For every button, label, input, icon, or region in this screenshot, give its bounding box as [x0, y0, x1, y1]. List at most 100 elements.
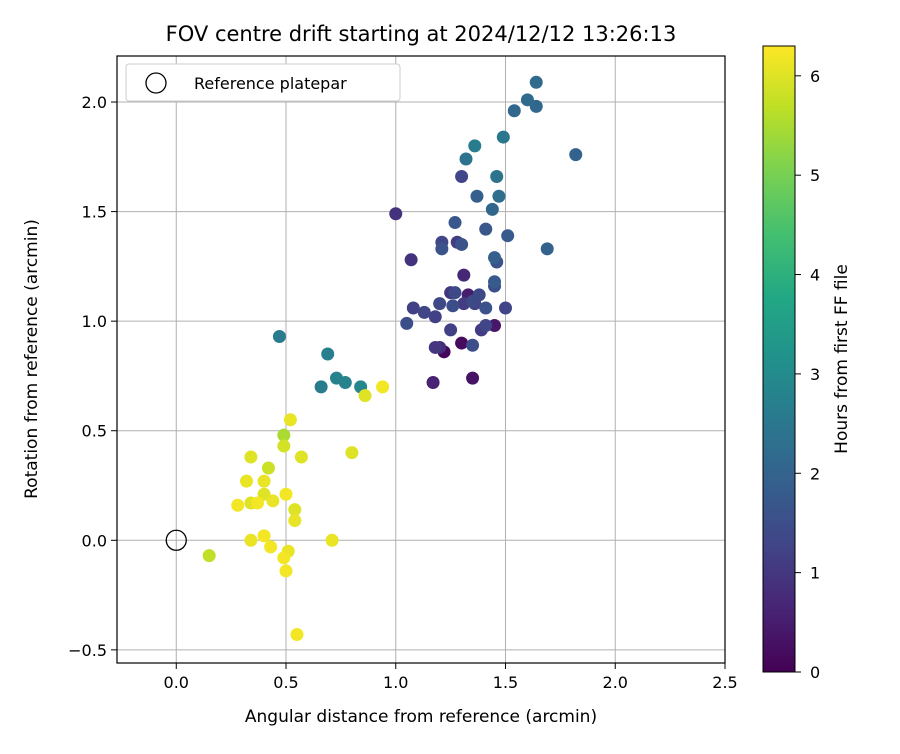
y-tick-label: 0.0	[82, 531, 107, 550]
data-point	[417, 305, 431, 319]
data-point	[250, 496, 264, 510]
colorbar-tick-label: 0	[810, 663, 820, 682]
data-point	[479, 319, 493, 333]
reference-platepar-marker	[165, 529, 187, 551]
x-tick-label: 0.0	[164, 673, 189, 692]
data-point	[540, 242, 554, 256]
y-tick-label: −0.5	[68, 641, 107, 660]
colorbar-ticks: 0 1 2 3 4 5 6	[795, 67, 820, 682]
legend: Reference platepar	[125, 63, 401, 102]
data-point	[277, 439, 291, 453]
data-point	[376, 380, 390, 394]
data-point	[325, 533, 339, 547]
data-point	[244, 450, 258, 464]
data-point	[279, 564, 293, 578]
data-point	[244, 533, 258, 547]
data-point	[488, 275, 502, 289]
data-point	[404, 253, 418, 267]
data-point	[455, 170, 469, 184]
data-point	[345, 446, 359, 460]
data-point	[459, 152, 473, 166]
data-point	[492, 189, 506, 203]
x-tick-label: 1.5	[493, 673, 518, 692]
data-point	[448, 216, 462, 230]
colorbar-label: Hours from first FF file	[832, 264, 852, 454]
legend-open-circle-marker	[145, 72, 167, 94]
data-point	[288, 514, 302, 528]
data-point	[257, 529, 271, 543]
data-point	[507, 104, 521, 118]
data-point	[314, 380, 328, 394]
data-point	[266, 494, 280, 508]
data-point	[277, 428, 291, 442]
y-axis-label: Rotation from reference (arcmin)	[22, 219, 42, 499]
colorbar-tick-label: 5	[810, 166, 820, 185]
y-tick-label: 1.5	[82, 203, 107, 222]
data-point	[472, 288, 486, 302]
data-point	[389, 207, 403, 221]
data-point	[277, 551, 291, 565]
legend-box	[125, 63, 401, 102]
data-point	[283, 413, 297, 427]
data-point	[501, 229, 515, 243]
data-point	[338, 376, 352, 390]
data-point	[496, 130, 510, 144]
data-point	[294, 450, 308, 464]
colorbar-tick-label: 6	[810, 67, 820, 86]
data-point	[240, 474, 254, 488]
data-point	[444, 323, 458, 337]
colorbar-tick-label: 3	[810, 365, 820, 384]
chart-title: FOV centre drift starting at 2024/12/12 …	[166, 22, 677, 46]
data-point	[264, 540, 278, 554]
colorbar-gradient	[762, 45, 796, 673]
data-point	[202, 549, 216, 563]
data-point	[288, 503, 302, 517]
data-points	[202, 75, 583, 642]
data-point	[446, 299, 460, 313]
y-axis-ticks: −0.5 0.0 0.5 1.0 1.5 2.0	[68, 93, 117, 660]
x-tick-label: 0.5	[273, 673, 298, 692]
data-point	[428, 340, 442, 354]
data-point	[470, 189, 484, 203]
data-point	[435, 242, 449, 256]
data-point	[257, 474, 271, 488]
data-point	[358, 389, 372, 403]
data-point	[529, 75, 543, 89]
colorbar-tick-label: 2	[810, 464, 820, 483]
y-tick-label: 1.0	[82, 312, 107, 331]
x-tick-label: 2.5	[712, 673, 737, 692]
colorbar-tick-label: 1	[810, 564, 820, 583]
data-point	[426, 376, 440, 390]
data-point	[466, 371, 480, 385]
data-point	[455, 336, 469, 350]
data-point	[448, 286, 462, 300]
data-point	[479, 301, 493, 315]
data-point	[468, 139, 482, 153]
data-point	[479, 222, 493, 236]
plot-area	[117, 56, 725, 663]
plot-frame	[116, 55, 726, 664]
y-tick-label: 0.5	[82, 422, 107, 441]
data-point	[261, 461, 275, 475]
data-point	[490, 170, 504, 184]
y-tick-label: 2.0	[82, 93, 107, 112]
data-point	[457, 268, 471, 282]
data-point	[485, 202, 499, 216]
data-point	[400, 316, 414, 330]
data-point	[520, 93, 534, 107]
data-point	[428, 310, 442, 324]
data-point	[569, 148, 583, 162]
data-point	[231, 498, 245, 512]
x-tick-label: 1.0	[383, 673, 408, 692]
data-point	[321, 347, 335, 361]
x-tick-label: 2.0	[603, 673, 628, 692]
data-point	[406, 301, 420, 315]
data-point	[290, 628, 304, 642]
x-axis-ticks: 0.0 0.5 1.0 1.5 2.0 2.5	[164, 663, 738, 692]
data-point	[455, 237, 469, 251]
data-point	[488, 251, 502, 265]
reference-marker	[165, 529, 187, 551]
data-point	[272, 329, 286, 343]
data-point	[499, 301, 513, 315]
